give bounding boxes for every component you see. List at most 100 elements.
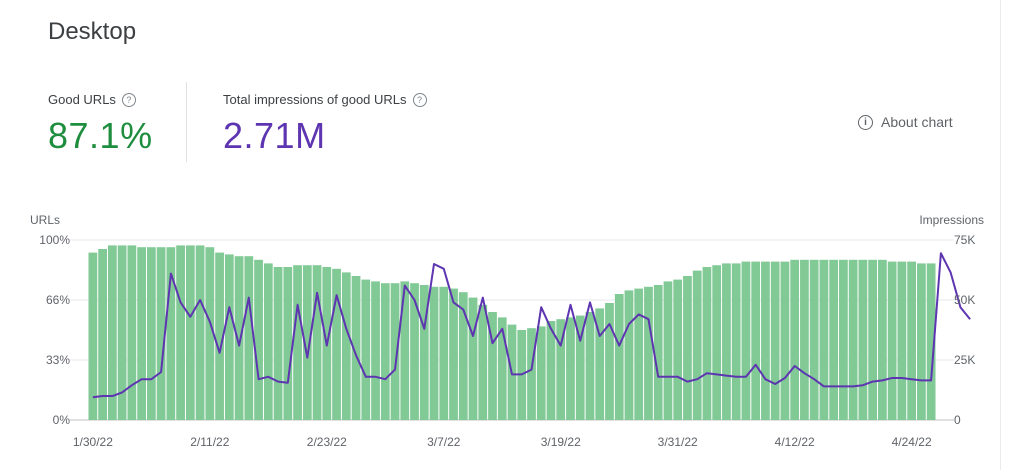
bar	[614, 294, 624, 420]
metric-total-impressions[interactable]: Total impressions of good URLs ? 2.71M	[223, 92, 427, 157]
bar	[527, 328, 536, 420]
bar	[731, 263, 741, 420]
bar	[458, 292, 468, 420]
bar	[244, 256, 254, 420]
bar	[254, 259, 263, 420]
bar	[761, 261, 770, 420]
bar	[692, 270, 702, 420]
bar	[770, 261, 780, 420]
bar	[644, 286, 653, 420]
bar	[234, 256, 244, 420]
right-tick-label: 75K	[954, 233, 975, 247]
impressions-line	[92, 252, 971, 399]
bar	[439, 286, 449, 420]
left-axis-title: URLs	[30, 213, 60, 227]
bar	[712, 265, 722, 420]
bar	[332, 268, 341, 420]
x-tick-label: 3/19/22	[541, 435, 581, 449]
bar	[595, 308, 605, 420]
bar	[887, 261, 897, 420]
question-mark-icon[interactable]: ?	[412, 92, 427, 107]
bar	[536, 326, 546, 420]
bar	[400, 281, 410, 420]
bar	[546, 321, 556, 420]
bar	[195, 245, 205, 420]
bar	[283, 267, 293, 420]
bar	[263, 263, 273, 420]
bar	[410, 283, 419, 420]
bar	[819, 259, 829, 420]
metric-label-row: Total impressions of good URLs ?	[223, 92, 427, 107]
bar	[273, 267, 283, 420]
bar	[848, 259, 858, 420]
bar	[829, 259, 839, 420]
bar	[858, 259, 868, 420]
bar	[98, 249, 107, 420]
bar	[351, 276, 361, 420]
right-axis-title: Impressions	[919, 213, 984, 227]
bar	[293, 265, 302, 420]
bar	[575, 315, 585, 420]
right-tick-label: 50K	[954, 293, 975, 307]
bar	[800, 259, 809, 420]
metric-value-good-urls: 87.1%	[48, 115, 153, 156]
bar	[556, 319, 566, 420]
bar	[380, 283, 390, 420]
bar	[624, 290, 634, 420]
left-tick-label: 0%	[53, 413, 71, 427]
bar	[176, 245, 185, 420]
bar	[897, 261, 907, 420]
bar	[88, 252, 98, 420]
bar	[878, 259, 887, 420]
bar	[146, 247, 156, 420]
bar	[449, 288, 458, 420]
bar	[107, 245, 117, 420]
bar	[302, 265, 312, 420]
info-icon: i	[858, 114, 873, 130]
bar	[137, 247, 146, 420]
bar	[663, 281, 673, 420]
bar	[839, 259, 848, 420]
bar	[371, 281, 380, 420]
x-tick-label: 4/12/22	[775, 435, 815, 449]
bar	[224, 254, 234, 420]
bar	[566, 317, 575, 420]
left-tick-label: 33%	[46, 353, 70, 367]
bar	[673, 279, 683, 420]
bar	[166, 247, 176, 420]
metric-good-urls[interactable]: Good URLs ? 87.1%	[48, 92, 153, 157]
about-chart-label: About chart	[881, 114, 953, 130]
bar	[419, 285, 429, 420]
bar	[780, 261, 790, 420]
metric-label: Good URLs	[48, 92, 116, 107]
bar	[478, 304, 488, 420]
page-title: Desktop	[48, 18, 137, 45]
question-mark-icon[interactable]: ?	[121, 92, 136, 107]
x-tick-label: 2/11/22	[190, 435, 229, 449]
right-tick-label: 0	[954, 413, 961, 427]
left-tick-label: 66%	[46, 293, 70, 307]
x-tick-label: 3/31/22	[658, 435, 698, 449]
about-chart-button[interactable]: i About chart	[858, 114, 953, 130]
bar	[185, 245, 195, 420]
bar	[722, 263, 731, 420]
left-tick-label: 100%	[39, 233, 70, 247]
right-tick-label: 25K	[954, 353, 975, 367]
bar	[215, 252, 224, 420]
bar	[907, 261, 917, 420]
x-tick-label: 2/23/22	[307, 435, 347, 449]
panel-right-border	[1000, 0, 1001, 470]
bar	[809, 259, 819, 420]
bar	[127, 245, 137, 420]
metric-value-impressions: 2.71M	[223, 115, 326, 156]
bar	[634, 288, 644, 420]
bar	[361, 279, 371, 420]
bar	[497, 317, 507, 420]
bar	[488, 312, 497, 420]
bar	[429, 286, 439, 420]
bar	[468, 297, 478, 420]
bar	[926, 263, 936, 420]
x-tick-label: 3/7/22	[427, 435, 461, 449]
x-tick-label: 4/24/22	[892, 435, 932, 449]
metric-divider	[186, 82, 187, 162]
